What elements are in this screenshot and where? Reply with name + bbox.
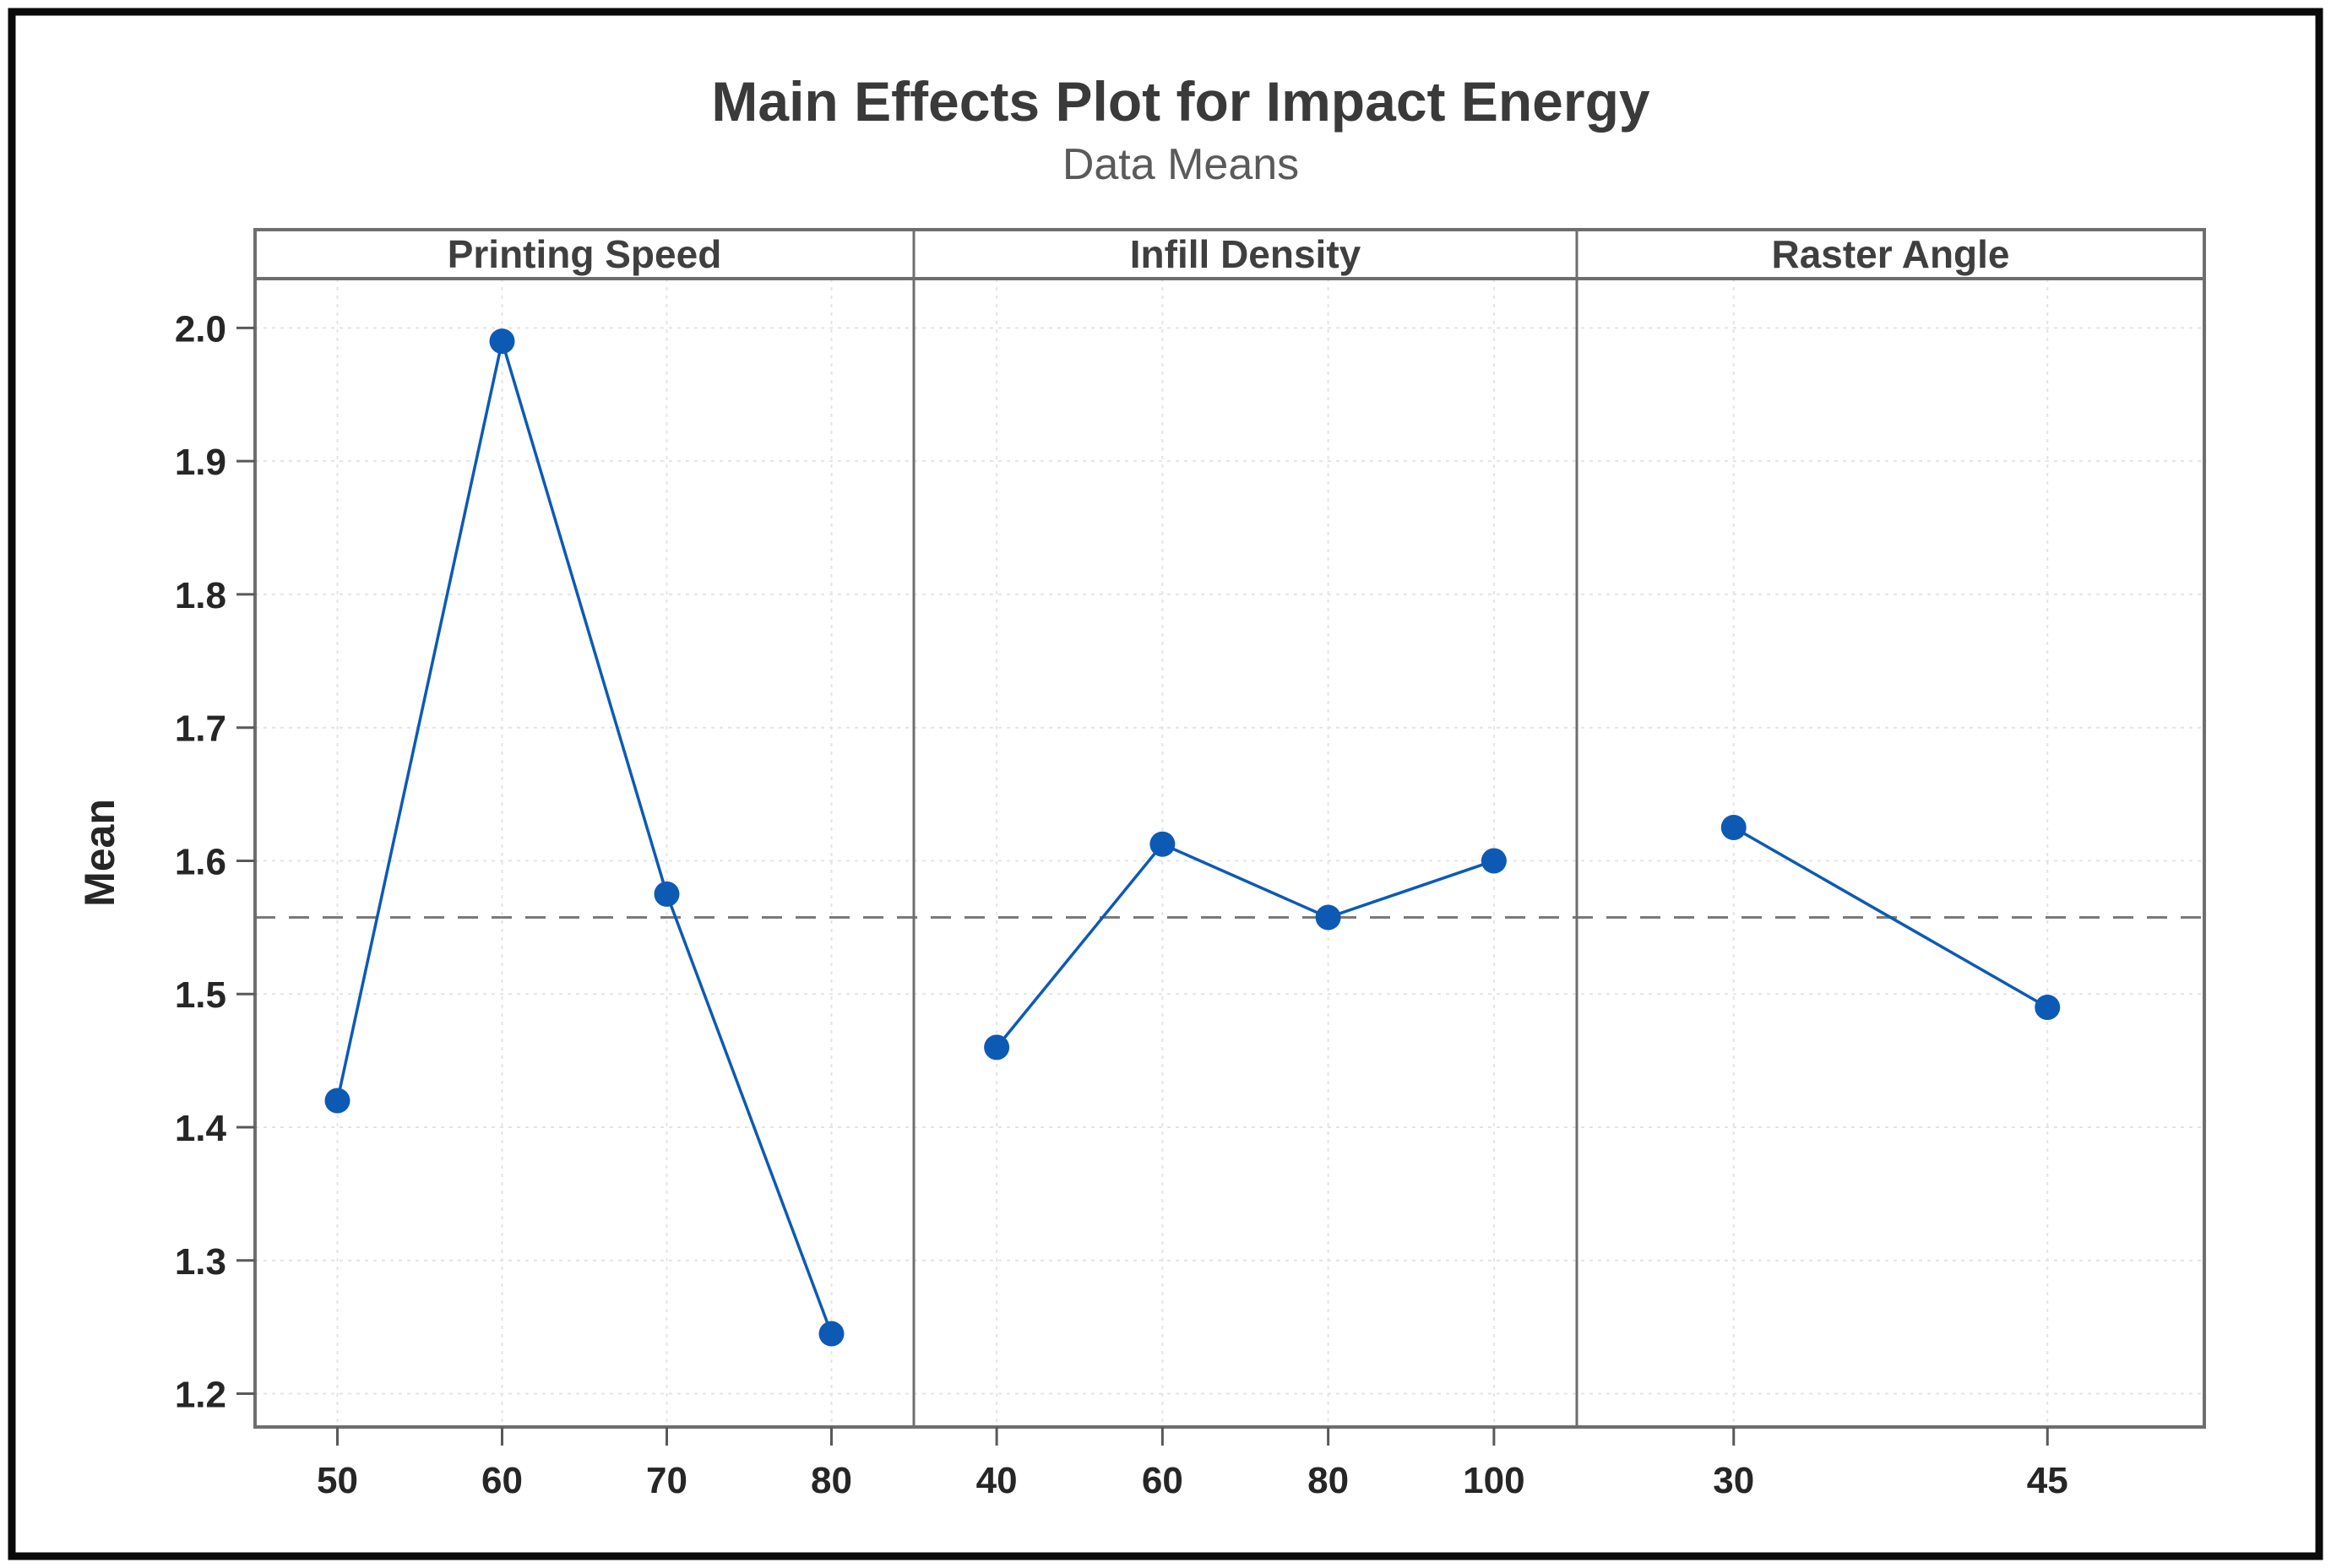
y-tick-label: 1.7 bbox=[175, 708, 226, 750]
y-tick-label: 1.6 bbox=[175, 841, 226, 882]
x-tick-label: 60 bbox=[481, 1460, 523, 1501]
data-point-marker bbox=[1481, 848, 1507, 874]
x-tick-label: 100 bbox=[1463, 1460, 1524, 1501]
data-point-marker bbox=[1315, 904, 1341, 930]
x-tick-label: 30 bbox=[1713, 1460, 1754, 1501]
series-line bbox=[1732, 826, 2049, 1009]
y-tick-label: 2.0 bbox=[175, 308, 226, 350]
y-tick-label: 1.3 bbox=[175, 1241, 226, 1283]
y-tick-label: 1.8 bbox=[175, 575, 226, 616]
series-line bbox=[335, 340, 834, 1335]
y-axis-label: Mean bbox=[76, 799, 123, 907]
panel-header-label: Printing Speed bbox=[448, 232, 722, 276]
series-line bbox=[995, 842, 1495, 1049]
data-series-layer bbox=[324, 328, 2061, 1347]
x-tick-label: 40 bbox=[976, 1460, 1018, 1501]
data-point-marker bbox=[489, 328, 515, 355]
y-tick-label: 1.4 bbox=[175, 1108, 227, 1149]
x-tick-label: 80 bbox=[1307, 1460, 1349, 1501]
panel-header-label: Raster Angle bbox=[1771, 232, 2009, 276]
x-tick-label: 80 bbox=[811, 1460, 852, 1501]
chart-subtitle: Data Means bbox=[1062, 140, 1299, 189]
data-point-marker bbox=[2035, 995, 2061, 1021]
y-tick-label: 1.5 bbox=[175, 974, 226, 1016]
plot-frame bbox=[253, 228, 2206, 1429]
x-tick-label: 70 bbox=[646, 1460, 687, 1501]
x-tick-label: 45 bbox=[2027, 1460, 2068, 1501]
data-point-marker bbox=[984, 1034, 1010, 1061]
panel-frame-layer: Printing Speed Infill Density Raster Angle bbox=[253, 228, 2206, 1429]
x-tick-label: 60 bbox=[1142, 1460, 1183, 1501]
data-point-marker bbox=[818, 1321, 845, 1347]
y-tick-label: 1.2 bbox=[175, 1375, 226, 1416]
x-tick-label: 50 bbox=[317, 1460, 358, 1501]
outer-border bbox=[8, 8, 2323, 1560]
data-point-marker bbox=[324, 1088, 350, 1114]
data-point-marker bbox=[654, 881, 680, 907]
data-point-marker bbox=[1720, 815, 1747, 841]
chart-title: Main Effects Plot for Impact Energy bbox=[711, 70, 1649, 133]
axis-tick-layer: 50 60 70 80 40 60 80 100 30 45 2.0 1.9 1.8 1.7 1.6 1.5 1… bbox=[175, 308, 2068, 1501]
data-point-marker bbox=[1149, 831, 1176, 857]
panel-header-label: Infill Density bbox=[1130, 232, 1361, 276]
y-tick-label: 1.9 bbox=[175, 442, 226, 483]
